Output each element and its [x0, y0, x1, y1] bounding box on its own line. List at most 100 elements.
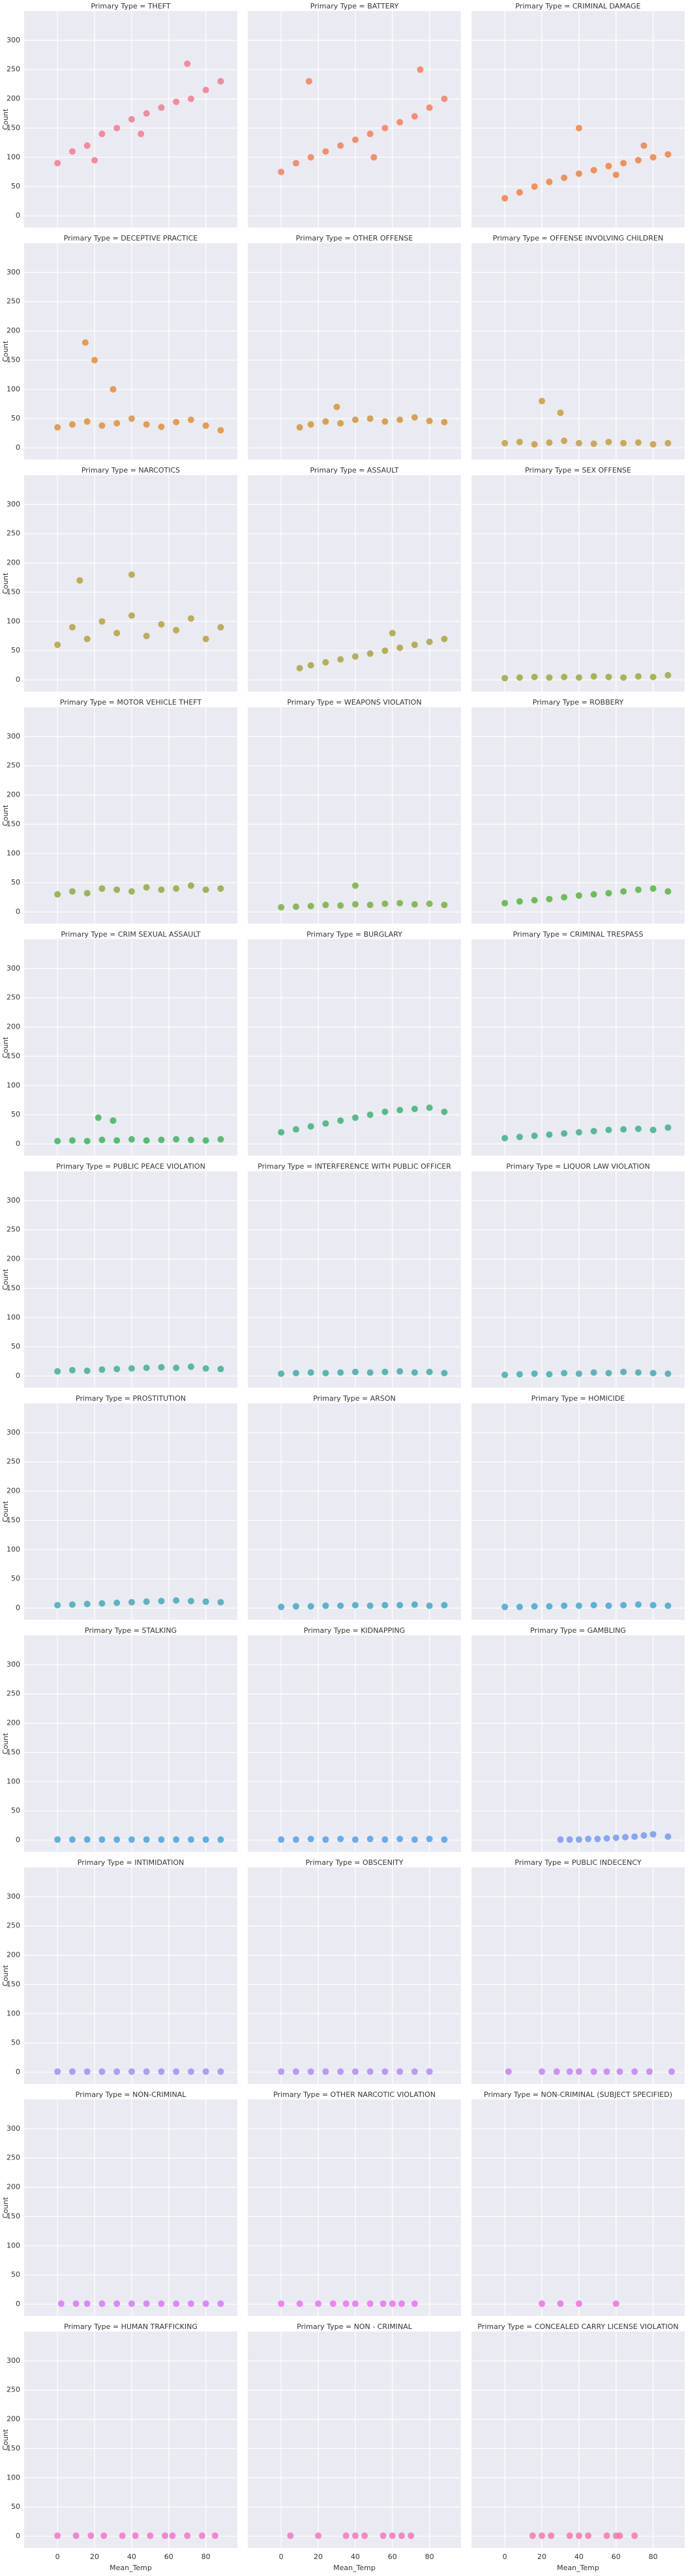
point	[187, 882, 194, 889]
point	[366, 415, 374, 422]
x-tick-label: 20	[537, 2553, 546, 2561]
point	[169, 2532, 176, 2539]
point	[396, 1368, 404, 1375]
point	[664, 1602, 672, 1609]
point	[516, 1371, 523, 1378]
point	[143, 421, 150, 428]
point	[631, 1833, 638, 1840]
point	[548, 2532, 555, 2539]
point	[649, 154, 657, 161]
x-tick-label: 20	[90, 2553, 99, 2561]
panel-title: Primary Type = BATTERY	[310, 2, 399, 10]
y-tick-label: 0	[16, 1139, 20, 1148]
point	[664, 151, 672, 158]
point	[590, 1602, 597, 1609]
y-tick-label: 300	[7, 1428, 20, 1437]
point	[664, 439, 672, 446]
y-axis-label: Count	[1, 108, 10, 130]
point	[605, 162, 612, 169]
point	[351, 2300, 359, 2307]
point	[83, 636, 91, 643]
point	[622, 1834, 629, 1841]
y-tick-label: 50	[11, 414, 20, 422]
point	[143, 2068, 150, 2075]
y-axis-label: Count	[1, 2429, 10, 2450]
point	[620, 888, 627, 895]
plot-area	[248, 1171, 461, 1388]
point	[278, 1129, 285, 1136]
point	[173, 1364, 180, 1371]
point	[381, 647, 389, 654]
point	[68, 148, 76, 155]
point	[113, 124, 121, 132]
panel-title: Primary Type = MOTOR VEHICLE THEFT	[60, 698, 201, 707]
point	[217, 885, 224, 892]
point	[620, 1126, 627, 1133]
point	[119, 2532, 126, 2539]
point	[612, 2300, 619, 2307]
point	[634, 1125, 642, 1132]
point	[441, 901, 448, 909]
y-tick-label: 50	[11, 182, 20, 190]
x-tick-label: 40	[574, 2553, 584, 2561]
plot-area	[24, 475, 237, 692]
y-axis-label: Count	[1, 340, 10, 362]
y-tick-label: 150	[7, 1051, 20, 1060]
panel-title: Primary Type = KIDNAPPING	[304, 1626, 405, 1635]
point	[590, 440, 597, 447]
point	[426, 1602, 433, 1609]
point	[72, 2300, 80, 2307]
point	[337, 1369, 344, 1376]
point	[128, 612, 135, 619]
y-tick-label: 100	[7, 1545, 20, 1553]
point	[366, 1111, 374, 1119]
y-tick-label: 200	[7, 95, 20, 103]
point	[646, 2068, 653, 2075]
plot-area	[24, 939, 237, 1156]
y-tick-label: 150	[7, 1748, 20, 1756]
point	[307, 154, 314, 161]
point	[187, 1836, 194, 1843]
y-tick-label: 0	[16, 1371, 20, 1380]
point	[83, 418, 91, 425]
panel-title: Primary Type = CRIMINAL DAMAGE	[515, 2, 640, 10]
y-tick-label: 250	[7, 65, 20, 74]
point	[441, 418, 448, 426]
point	[322, 148, 329, 155]
point	[351, 2532, 359, 2539]
point	[342, 2532, 350, 2539]
point	[202, 1365, 209, 1372]
x-tick-label: 0	[279, 2553, 284, 2561]
point	[351, 1602, 359, 1609]
point	[292, 1836, 299, 1843]
point	[396, 900, 404, 907]
plot-area	[24, 1635, 237, 1852]
point	[187, 1136, 194, 1143]
x-tick-label: 80	[425, 2553, 434, 2561]
plot-area	[471, 11, 685, 227]
plot-area	[248, 1403, 461, 1620]
plot-area	[248, 2332, 461, 2548]
point	[307, 1836, 314, 1843]
point	[278, 903, 285, 911]
y-tick-label: 300	[7, 2356, 20, 2365]
point	[529, 2532, 536, 2539]
point	[278, 1836, 285, 1843]
point	[173, 2068, 180, 2075]
point	[649, 1369, 657, 1377]
point	[441, 636, 448, 643]
point	[603, 2532, 610, 2539]
point	[187, 2068, 194, 2075]
x-tick-label: 60	[612, 2553, 621, 2561]
point	[381, 1368, 389, 1375]
point	[426, 1836, 433, 1843]
point	[98, 2068, 106, 2075]
point	[68, 2068, 76, 2075]
plot-area	[248, 1867, 461, 2084]
point	[566, 2068, 573, 2075]
point	[389, 2300, 396, 2307]
point	[91, 156, 98, 164]
point	[366, 2068, 374, 2075]
point	[398, 2532, 406, 2539]
point	[546, 1603, 553, 1610]
